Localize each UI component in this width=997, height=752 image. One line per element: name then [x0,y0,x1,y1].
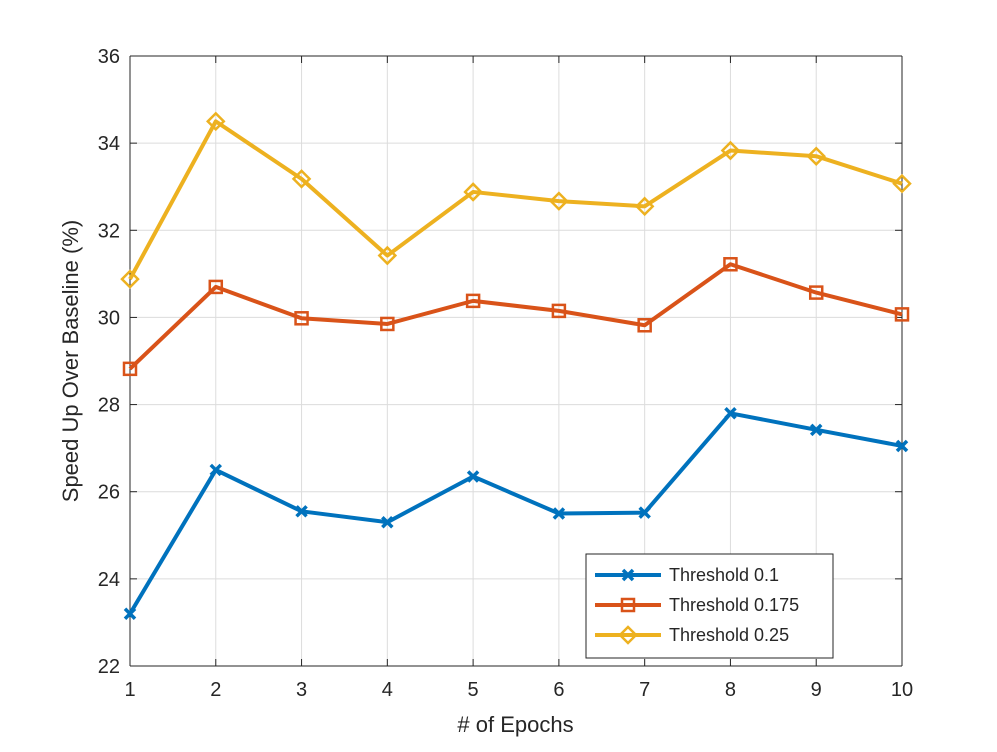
data-point [377,245,398,266]
x-tick-label: 8 [725,679,736,701]
data-point [122,361,138,377]
data-point [634,196,655,217]
series-line [128,262,903,371]
data-point-stroke-b [295,505,308,518]
legend-marker [621,568,635,582]
data-point-stroke-b [381,515,394,529]
y-tick-label: 30 [98,307,120,329]
legend-marker-stroke-b [621,568,635,582]
data-point-stroke-b [209,463,223,477]
data-point [809,423,823,437]
y-tick-label: 24 [98,569,120,591]
data-point-stroke-b [895,439,909,453]
y-tick-label: 36 [98,46,120,68]
data-point [808,285,824,300]
x-tick-label: 6 [553,679,564,701]
x-tick-label: 7 [639,679,650,701]
data-point-stroke-b [809,423,823,437]
data-point-stroke-b [552,507,566,520]
data-point [120,269,140,289]
x-tick-label: 5 [468,679,479,701]
data-point [295,505,308,518]
data-point-stroke-b [638,506,651,519]
y-tick-label: 32 [98,220,120,242]
data-point [806,146,826,166]
y-tick-label: 22 [98,656,120,678]
data-point [208,279,224,295]
legend-label: Threshold 0.175 [669,595,799,615]
legend-entry: Threshold 0.1 [595,565,779,585]
x-tick-label: 9 [811,679,822,701]
series-group [120,111,912,620]
data-point [892,173,912,194]
legend-marker [620,597,636,613]
data-point [637,318,652,333]
x-tick-label: 3 [296,679,307,701]
legend-label: Threshold 0.1 [669,565,779,585]
data-point [206,111,226,132]
x-tick-label: 1 [124,679,135,701]
data-point [294,311,309,326]
y-axis-label: Speed Up Over Baseline (%) [58,220,83,502]
x-tick-label: 10 [891,679,913,701]
data-point [551,303,567,319]
series-line [128,119,903,281]
data-point [723,257,738,272]
data-point [381,515,394,529]
data-point-stroke-b [724,407,737,420]
data-point [894,307,910,322]
data-point [466,470,480,483]
legend-label: Threshold 0.25 [669,625,789,645]
y-tick-label: 26 [98,482,120,504]
data-point [209,463,223,477]
legend: Threshold 0.1 Threshold 0.175 Threshold 0.… [585,553,834,659]
data-point-stroke-b [123,607,137,620]
legend-marker [618,625,638,645]
y-tick-label: 28 [98,395,120,417]
y-tick-label: 34 [98,133,120,155]
legend-entry: Threshold 0.175 [595,595,799,615]
series-3 [120,111,912,289]
x-tick-label: 4 [382,679,393,701]
data-point [724,407,737,420]
data-point [465,293,481,309]
x-axis-label: # of Epochs [457,712,573,737]
series-2 [122,257,910,377]
data-point [123,607,137,620]
data-point-stroke-b [466,470,480,483]
legend-entry: Threshold 0.25 [595,625,789,645]
series-1 [123,407,909,620]
data-point [549,191,569,211]
data-point [380,316,395,332]
data-point [463,182,483,202]
data-point [895,439,909,453]
data-point [291,169,312,189]
data-point [552,507,566,520]
x-tick-label: 2 [210,679,221,701]
data-point [638,506,651,519]
series-line [128,411,903,615]
data-point [720,140,741,161]
axis-labels: # of Epochs Speed Up Over Baseline (%) [58,220,574,737]
